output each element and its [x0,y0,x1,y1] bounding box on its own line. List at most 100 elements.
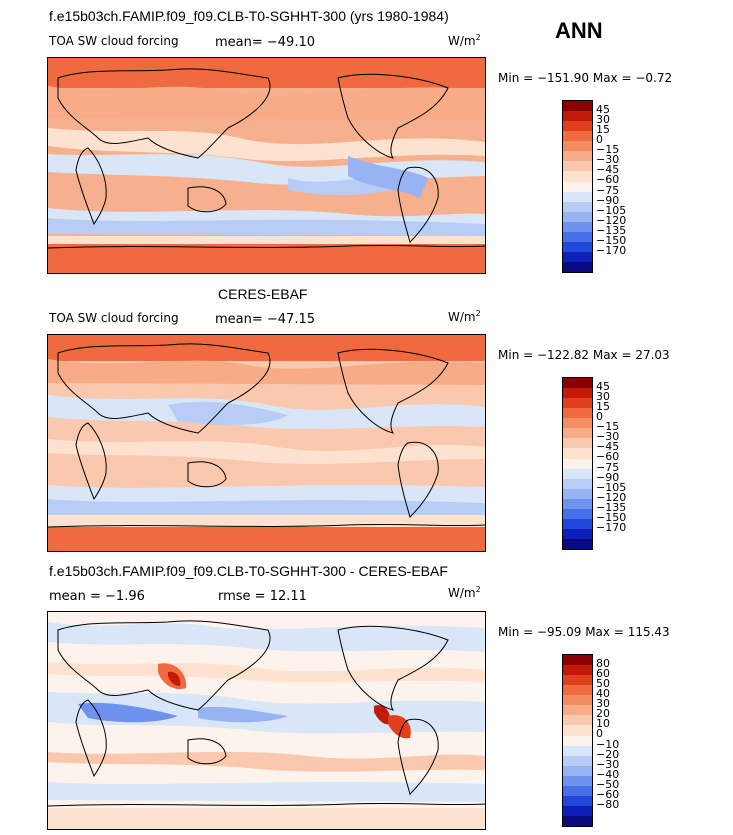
colorbar-swatch [563,528,592,539]
colorbar-swatch [563,201,592,212]
colorbar-tick-label: −90 [596,193,620,207]
colorbar-swatch [563,121,592,132]
panel1-label: TOA SW cloud forcing [49,34,179,48]
colorbar-swatch [563,191,592,202]
colorbar-tick-label: −150 [596,510,627,524]
colorbar-swatch [563,418,592,429]
colorbar-tick-label: −150 [596,233,627,247]
colorbar-swatch [563,795,592,806]
colorbar-swatch [563,518,592,529]
colorbar-swatch [563,251,592,262]
colorbar-swatch [563,508,592,519]
plot-title: f.e15b03ch.FAMIP.f09_f09.CLB-T0-SGHHT-30… [49,8,449,24]
colorbar-tick-label: 15 [596,400,610,414]
colorbar-swatch [563,775,592,786]
colorbar-tick-label: 30 [596,390,610,404]
colorbar-tick-label: −30 [596,153,620,167]
colorbar-swatch [563,262,592,273]
colorbar-tick-label: −60 [596,787,620,801]
colorbar-swatch [563,488,592,499]
colorbar-tick-label: −105 [596,480,627,494]
panel3-units: W/m2 [448,585,481,600]
colorbar-swatch [563,755,592,766]
panel3-heading: f.e15b03ch.FAMIP.f09_f09.CLB-T0-SGHHT-30… [49,563,448,579]
colorbar-tick-label: −75 [596,460,620,474]
colorbar-swatch [563,655,592,666]
colorbar-swatch [563,151,592,162]
colorbar-tick-label: −135 [596,500,627,514]
panel2-units: W/m2 [448,309,481,324]
colorbar-swatch [563,675,592,686]
colorbar-tick-label: −15 [596,420,620,434]
colorbar-tick-label: 60 [596,667,610,681]
colorbar-tick-label: −120 [596,213,627,227]
colorbar-tick-label: −45 [596,440,620,454]
panel2-colorbar [562,377,593,550]
colorbar-swatch [563,695,592,706]
colorbar-swatch [563,111,592,122]
colorbar-swatch [563,181,592,192]
colorbar-tick-label: −170 [596,520,627,534]
colorbar-swatch [563,448,592,459]
colorbar-tick-label: 50 [596,677,610,691]
colorbar-swatch [563,211,592,222]
colorbar-tick-label: −45 [596,163,620,177]
panel3-mean: mean = −1.96 [49,589,145,604]
panel2-map [47,334,486,552]
colorbar-swatch [563,705,592,716]
colorbar-tick-label: −135 [596,223,627,237]
colorbar-tick-label: 30 [596,697,610,711]
colorbar-tick-label: 80 [596,657,610,671]
colorbar-tick-label: 30 [596,113,610,127]
panel1-map [47,57,486,274]
colorbar-swatch [563,498,592,509]
panel3-map [47,611,486,830]
colorbar-tick-label: 0 [596,410,603,424]
colorbar-swatch [563,745,592,756]
panel2-heading: CERES-EBAF [218,286,308,302]
colorbar-tick-label: 10 [596,717,610,731]
colorbar-tick-label: 45 [596,103,610,117]
colorbar-swatch [563,539,592,550]
colorbar-swatch [563,458,592,469]
colorbar-swatch [563,785,592,796]
colorbar-swatch [563,468,592,479]
colorbar-swatch [563,765,592,776]
colorbar-swatch [563,101,592,112]
colorbar-swatch [563,428,592,439]
colorbar-swatch [563,438,592,449]
panel1-minmax: Min = −151.90 Max = −0.72 [498,71,673,85]
colorbar-tick-label: −120 [596,490,627,504]
colorbar-swatch [563,231,592,242]
colorbar-swatch [563,378,592,389]
colorbar-tick-label: −30 [596,430,620,444]
colorbar-tick-label: −15 [596,143,620,157]
colorbar-tick-label: −40 [596,767,620,781]
colorbar-swatch [563,735,592,746]
colorbar-swatch [563,388,592,399]
panel2-mean: mean= −47.15 [215,312,316,327]
colorbar-tick-label: 15 [596,123,610,137]
colorbar-tick-label: −20 [596,747,620,761]
panel2-minmax: Min = −122.82 Max = 27.03 [498,348,670,362]
colorbar-tick-label: −60 [596,450,620,464]
panel3-colorbar [562,654,593,827]
panel3-minmax: Min = −95.09 Max = 115.43 [498,625,670,639]
colorbar-swatch [563,408,592,419]
colorbar-swatch [563,141,592,152]
colorbar-tick-label: −60 [596,173,620,187]
panel3-rmse: rmse = 12.11 [218,589,307,604]
colorbar-swatch [563,478,592,489]
colorbar-tick-label: 40 [596,687,610,701]
colorbar-tick-label: −75 [596,183,620,197]
panel1-colorbar [562,100,593,273]
colorbar-tick-label: −105 [596,203,627,217]
colorbar-swatch [563,805,592,816]
colorbar-swatch [563,685,592,696]
colorbar-tick-label: 20 [596,707,610,721]
colorbar-tick-label: −170 [596,243,627,257]
colorbar-tick-label: −90 [596,470,620,484]
colorbar-swatch [563,161,592,172]
panel1-units: W/m2 [448,33,481,48]
colorbar-tick-label: 0 [596,727,603,741]
